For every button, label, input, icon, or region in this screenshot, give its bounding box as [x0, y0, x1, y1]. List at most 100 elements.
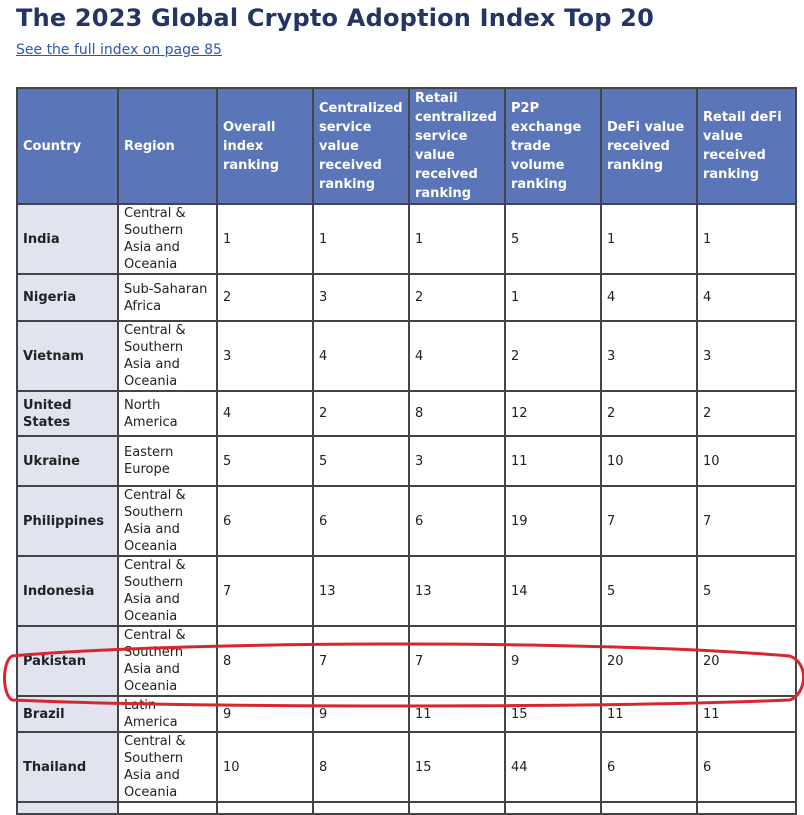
ranking-cell: 11 [504, 435, 602, 487]
ranking-cell: 3 [600, 320, 698, 392]
country-cell: Philippines [16, 485, 119, 557]
country-cell: Nigeria [16, 273, 119, 322]
ranking-cell: 5 [696, 555, 797, 627]
full-index-link[interactable]: See the full index on page 85 [16, 42, 222, 58]
column-header: Region [117, 87, 218, 205]
ranking-cell: 5 [312, 435, 410, 487]
ranking-cell: 4 [600, 273, 698, 322]
ranking-cell: 2 [696, 390, 797, 437]
ranking-cell: 1 [600, 203, 698, 275]
ranking-cell: 12 [504, 390, 602, 437]
ranking-cell: 6 [408, 485, 506, 557]
empty-cell [216, 801, 314, 815]
ranking-cell: 1 [696, 203, 797, 275]
ranking-cell: 2 [312, 390, 410, 437]
column-header: DeFi value received ranking [600, 87, 698, 205]
table-row: Brazil Latin America 9 9 11 15 11 11 [16, 695, 797, 733]
empty-cell [16, 801, 119, 815]
adoption-index-table: Country Region Overall index ranking Centra… [16, 87, 797, 815]
empty-cell [696, 801, 797, 815]
ranking-cell: 10 [696, 435, 797, 487]
country-cell: Brazil [16, 695, 119, 733]
ranking-cell: 11 [696, 695, 797, 733]
column-header: Retail centralized service value receive… [408, 87, 506, 205]
table-row: United States North America 4 2 8 12 2 2 [16, 390, 797, 437]
ranking-cell: 3 [408, 435, 506, 487]
ranking-cell: 5 [600, 555, 698, 627]
region-cell: Central & Southern Asia and Oceania [117, 485, 218, 557]
country-cell: Ukraine [16, 435, 119, 487]
region-cell: Central & Southern Asia and Oceania [117, 555, 218, 627]
ranking-cell: 20 [600, 625, 698, 697]
ranking-cell: 6 [600, 731, 698, 803]
ranking-cell: 7 [312, 625, 410, 697]
ranking-cell: 2 [600, 390, 698, 437]
region-cell: North America [117, 390, 218, 437]
empty-cell [312, 801, 410, 815]
ranking-cell: 19 [504, 485, 602, 557]
region-cell: Eastern Europe [117, 435, 218, 487]
ranking-cell: 6 [696, 731, 797, 803]
table-row: Philippines Central & Southern Asia and O… [16, 485, 797, 557]
table-header-row: Country Region Overall index ranking Centra… [16, 87, 797, 205]
table-row: Nigeria Sub-Saharan Africa 2 3 2 1 4 4 [16, 273, 797, 322]
ranking-cell: 4 [216, 390, 314, 437]
ranking-cell: 13 [312, 555, 410, 627]
column-header: Country [16, 87, 119, 205]
empty-cell [408, 801, 506, 815]
ranking-cell: 1 [408, 203, 506, 275]
ranking-cell: 11 [408, 695, 506, 733]
country-cell: Thailand [16, 731, 119, 803]
table-row-partial [16, 801, 797, 815]
table-row: India Central & Southern Asia and Oceania… [16, 203, 797, 275]
table-row: Vietnam Central & Southern Asia and Ocean… [16, 320, 797, 392]
ranking-cell: 1 [312, 203, 410, 275]
table-row: Thailand Central & Southern Asia and Ocea… [16, 731, 797, 803]
ranking-cell: 7 [600, 485, 698, 557]
empty-cell [504, 801, 602, 815]
ranking-cell: 4 [408, 320, 506, 392]
empty-cell [117, 801, 218, 815]
ranking-cell: 7 [408, 625, 506, 697]
country-cell: Pakistan [16, 625, 119, 697]
ranking-cell: 3 [312, 273, 410, 322]
region-cell: Central & Southern Asia and Oceania [117, 625, 218, 697]
region-cell: Sub-Saharan Africa [117, 273, 218, 322]
ranking-cell: 3 [216, 320, 314, 392]
ranking-cell: 10 [600, 435, 698, 487]
ranking-cell: 15 [504, 695, 602, 733]
ranking-cell: 14 [504, 555, 602, 627]
ranking-cell: 13 [408, 555, 506, 627]
ranking-cell: 8 [216, 625, 314, 697]
ranking-cell: 1 [216, 203, 314, 275]
column-header: P2P exchange trade volume ranking [504, 87, 602, 205]
country-cell: Indonesia [16, 555, 119, 627]
country-cell: India [16, 203, 119, 275]
ranking-cell: 9 [312, 695, 410, 733]
ranking-cell: 5 [216, 435, 314, 487]
ranking-cell: 20 [696, 625, 797, 697]
region-cell: Central & Southern Asia and Oceania [117, 731, 218, 803]
region-cell: Latin America [117, 695, 218, 733]
ranking-cell: 9 [504, 625, 602, 697]
ranking-cell: 2 [216, 273, 314, 322]
ranking-cell: 4 [312, 320, 410, 392]
country-cell: United States [16, 390, 119, 437]
ranking-cell: 2 [408, 273, 506, 322]
column-header: Centralized service value received ranki… [312, 87, 410, 205]
ranking-cell: 10 [216, 731, 314, 803]
ranking-cell: 6 [312, 485, 410, 557]
ranking-cell: 8 [408, 390, 506, 437]
page-title: The 2023 Global Crypto Adoption Index To… [16, 4, 654, 32]
ranking-cell: 3 [696, 320, 797, 392]
country-cell: Vietnam [16, 320, 119, 392]
empty-cell [600, 801, 698, 815]
column-header: Overall index ranking [216, 87, 314, 205]
ranking-cell: 15 [408, 731, 506, 803]
ranking-cell: 5 [504, 203, 602, 275]
table-row: Pakistan Central & Southern Asia and Ocea… [16, 625, 797, 697]
table-row: Indonesia Central & Southern Asia and Oce… [16, 555, 797, 627]
column-header: Retail deFi value received ranking [696, 87, 797, 205]
ranking-cell: 9 [216, 695, 314, 733]
table-row: Ukraine Eastern Europe 5 5 3 11 10 10 [16, 435, 797, 487]
